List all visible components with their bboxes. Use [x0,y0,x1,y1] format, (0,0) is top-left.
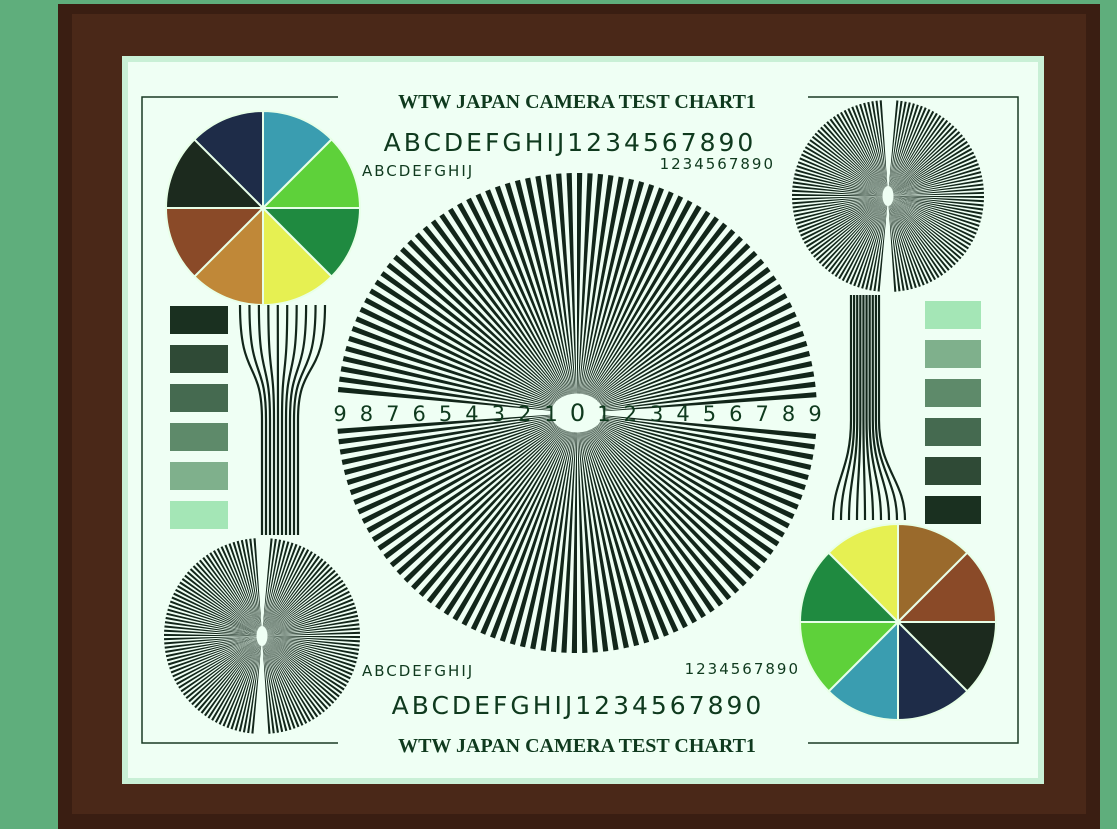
gray-patch [170,345,228,373]
scale-number: 2 [624,402,637,426]
gray-patch [925,496,981,524]
gray-patch [925,457,981,485]
gray-patch [170,384,228,412]
scale-number: 2 [518,402,531,426]
scale-number: 1 [597,402,610,426]
large-text: ABCDEFGHIJ1234567890 [384,128,757,157]
color-wheel [800,524,996,720]
gray-patch [170,423,228,451]
scale-number: 5 [439,402,452,426]
scale-number: 3 [650,402,663,426]
small-letters: ABCDEFGHIJ [362,162,474,180]
gray-patch [925,340,981,368]
title: WTW JAPAN CAMERA TEST CHART1 [398,91,756,113]
scale-number: 7 [386,402,399,426]
title: WTW JAPAN CAMERA TEST CHART1 [398,735,756,757]
scale-number: 9 [808,402,821,426]
scale-number: 6 [729,402,742,426]
star-center [883,186,894,206]
gray-patch [170,501,228,529]
gray-patch [925,418,981,446]
small-letters: ABCDEFGHIJ [362,662,474,680]
scale-number: 8 [782,402,795,426]
gray-patch [925,301,981,329]
scale-number: 1 [544,402,557,426]
scene: WTW JAPAN CAMERA TEST CHART1 WTW JAPAN C… [0,0,1117,829]
small-digits: 1234567890 [660,155,775,173]
gray-patch [925,379,981,407]
color-wheel [166,111,360,305]
small-digits: 1234567890 [685,660,800,678]
gray-patch [170,306,228,334]
scale-number: 5 [703,402,716,426]
scale-number: 6 [412,402,425,426]
scale-number: 3 [492,402,505,426]
large-text: ABCDEFGHIJ1234567890 [392,691,765,720]
gray-patch [170,462,228,490]
star-center [257,626,268,646]
scale-number: 7 [756,402,769,426]
scale-number: 0 [570,399,585,427]
page: WTW JAPAN CAMERA TEST CHART1 WTW JAPAN C… [0,0,1117,829]
scale-number: 8 [360,402,373,426]
scale-number: 4 [676,402,689,426]
scale-number: 9 [333,402,346,426]
scale-number: 4 [465,402,478,426]
